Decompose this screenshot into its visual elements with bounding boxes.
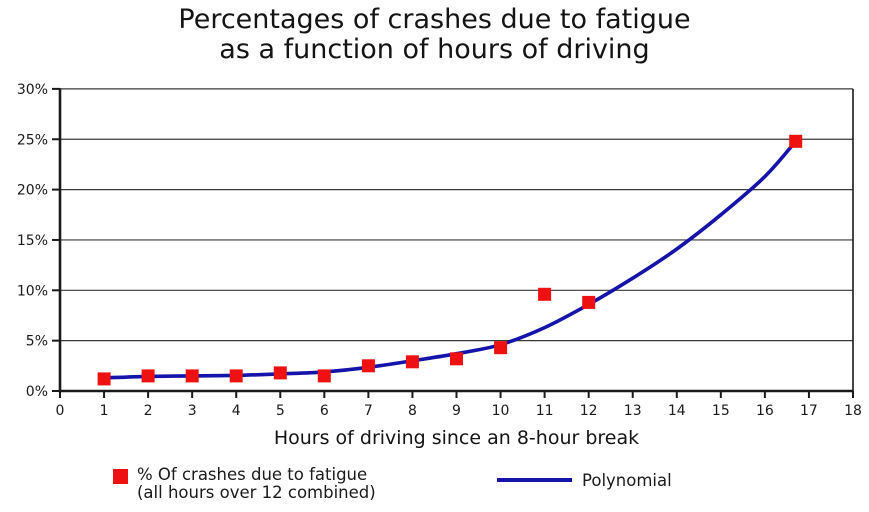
x-tick-label: 12 bbox=[580, 403, 598, 419]
y-tick-label: 0% bbox=[26, 384, 48, 400]
data-point bbox=[317, 369, 331, 383]
data-point bbox=[405, 355, 419, 369]
plot-area: 0%5%10%15%20%25%30%0 1 2 3 4 5 6 7 8 9 10 11 12 13 14 1… bbox=[17, 82, 862, 419]
chart-title-line2: as a function of hours of driving bbox=[219, 34, 650, 65]
y-tick-label: 10% bbox=[17, 283, 48, 299]
legend-polynomial-label: Polynomial bbox=[582, 470, 672, 490]
y-tick-label: 30% bbox=[17, 82, 48, 98]
x-tick-label: 9 bbox=[452, 403, 461, 419]
data-point bbox=[450, 352, 463, 366]
y-tick-label: 15% bbox=[17, 233, 48, 249]
chart-title-line1: Percentages of crashes due to fatigue bbox=[178, 4, 691, 35]
blue-line-icon bbox=[497, 478, 572, 482]
data-point bbox=[229, 369, 243, 383]
red-square-marker-icon bbox=[113, 469, 128, 484]
data-point bbox=[789, 134, 803, 148]
legend-crashes-label-line1: % Of crashes due to fatigue bbox=[137, 465, 368, 484]
legend-item-polynomial: Polynomial bbox=[497, 466, 672, 494]
legend-item-crashes: % Of crashes due to fatigue (all hours o… bbox=[113, 466, 376, 501]
x-tick-label: 11 bbox=[536, 403, 554, 419]
x-tick-label: 6 bbox=[320, 403, 329, 419]
y-tick-label: 25% bbox=[17, 132, 48, 148]
x-tick-label: 17 bbox=[800, 403, 818, 419]
data-point bbox=[185, 369, 199, 383]
chart-title: Percentages of crashes due to fatigue as… bbox=[0, 5, 869, 65]
x-tick-label: 14 bbox=[668, 403, 686, 419]
data-point bbox=[582, 295, 596, 309]
x-tick-label: 3 bbox=[188, 403, 197, 419]
x-tick-label: 5 bbox=[276, 403, 285, 419]
data-point bbox=[494, 341, 508, 355]
y-tick-label: 20% bbox=[17, 183, 48, 199]
data-point bbox=[361, 359, 375, 373]
legend-crashes-label: % Of crashes due to fatigue (all hours o… bbox=[137, 466, 376, 501]
polynomial-curve bbox=[102, 139, 798, 380]
y-tick-label: 5% bbox=[26, 334, 48, 350]
x-axis-title: Hours of driving since an 8-hour break bbox=[273, 427, 640, 449]
x-tick-label: 16 bbox=[756, 403, 774, 419]
x-tick-label: 4 bbox=[232, 403, 241, 419]
x-tick-label: 18 bbox=[844, 403, 862, 419]
x-tick-label: 1 bbox=[100, 403, 109, 419]
data-point bbox=[141, 369, 155, 383]
x-tick-label: 15 bbox=[712, 403, 730, 419]
x-tick-label: 7 bbox=[364, 403, 373, 419]
x-tick-label: 2 bbox=[144, 403, 153, 419]
x-tick-label: 13 bbox=[624, 403, 642, 419]
data-point bbox=[97, 372, 111, 386]
x-tick-label: 0 bbox=[56, 403, 65, 419]
legend-crashes-label-line2: (all hours over 12 combined) bbox=[137, 482, 376, 502]
data-point bbox=[538, 287, 552, 301]
data-point bbox=[273, 366, 287, 380]
x-tick-label: 8 bbox=[408, 403, 417, 419]
x-tick-label: 10 bbox=[492, 403, 510, 419]
